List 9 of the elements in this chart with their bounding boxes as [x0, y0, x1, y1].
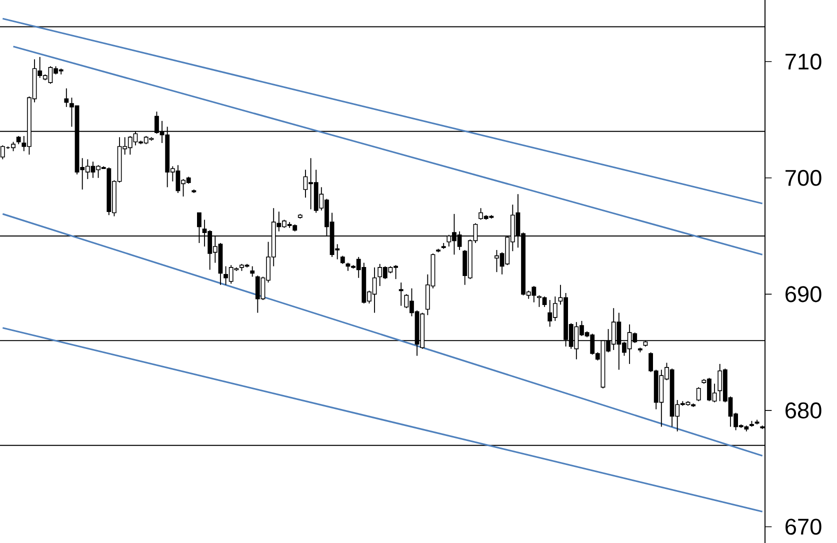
y-tick-label: 710	[786, 54, 822, 70]
candlestick	[250, 266, 255, 278]
y-tick-label: 680	[786, 402, 822, 418]
candlestick	[398, 282, 404, 306]
candlestick	[64, 88, 69, 108]
y-tick-label: 670	[786, 518, 822, 535]
candlestick	[696, 386, 701, 402]
y-tick-label: 690	[786, 286, 822, 302]
y-tick-label: 700	[786, 170, 822, 186]
